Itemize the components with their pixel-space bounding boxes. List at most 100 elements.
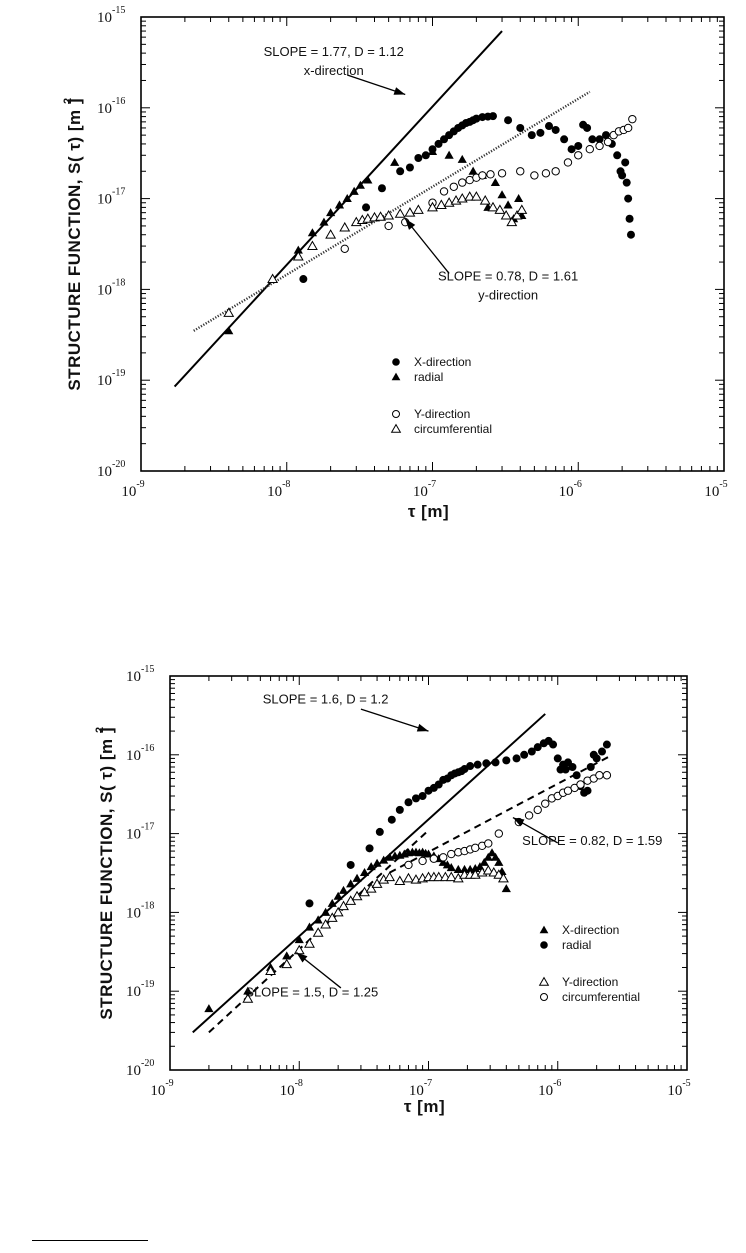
y-tick-label: 10-15: [97, 5, 125, 26]
slope-annotation: SLOPE = 1.6, D = 1.2: [263, 691, 429, 732]
legend-marker: [540, 993, 548, 1001]
y-tick-label-base: 10: [97, 192, 112, 208]
data-point: [595, 771, 604, 780]
data-point: [567, 145, 576, 154]
data-point: [204, 1004, 214, 1013]
data-point: [423, 849, 434, 858]
data-point: [267, 273, 279, 284]
data-point: [592, 754, 601, 763]
y-tick-label: 10-20: [97, 459, 125, 480]
data-point: [338, 900, 349, 911]
data-point: [574, 151, 583, 160]
data-point: [486, 170, 495, 179]
slope-annotation: SLOPE = 1.77, D = 1.12 x-direction: [264, 44, 406, 96]
data-point: [223, 307, 235, 317]
data-point: [304, 922, 315, 931]
data-point: [482, 864, 494, 875]
data-point: [365, 844, 374, 853]
data-point: [488, 112, 497, 121]
data-point: [342, 194, 352, 203]
legend-label: radial: [414, 370, 443, 384]
data-point: [242, 993, 254, 1003]
legend-marker: [539, 925, 549, 934]
data-point: [433, 871, 445, 882]
data-point: [292, 250, 304, 261]
data-point: [568, 763, 577, 772]
data-point: [333, 891, 343, 900]
data-point: [421, 151, 430, 160]
data-point: [319, 217, 329, 226]
data-point: [363, 175, 373, 184]
data-point: [327, 898, 337, 907]
data-point: [541, 799, 550, 808]
data-point: [466, 762, 475, 771]
y-tick-label: 10-19: [97, 368, 125, 389]
x-tick-label-base: 10: [121, 484, 136, 500]
data-point: [524, 811, 534, 820]
slope-annotation: SLOPE = 0.82, D = 1.59: [512, 816, 662, 848]
data-point: [478, 171, 487, 180]
data-point: [325, 229, 337, 239]
data-point: [395, 805, 404, 814]
y-tick-label: 10-17: [97, 187, 125, 208]
y-tick-label: 10-15: [126, 664, 154, 685]
data-point: [427, 201, 438, 212]
annotation-arrow-head: [393, 87, 406, 95]
data-point: [384, 221, 393, 231]
data-point: [396, 167, 405, 176]
data-point: [418, 856, 427, 866]
annotation-arrow-shaft: [404, 218, 450, 274]
data-point: [453, 864, 463, 873]
x-tick-label-exp: -7: [428, 479, 436, 490]
data-point: [551, 167, 560, 176]
data-point: [576, 780, 585, 789]
data-point: [516, 123, 525, 132]
x-axis-title: τ [m]: [408, 502, 449, 521]
data-point: [304, 938, 315, 948]
data-point: [379, 855, 389, 864]
x-tick-label-exp: -6: [574, 479, 582, 490]
data-point: [434, 139, 443, 148]
data-point: [445, 871, 457, 882]
x-tick-label-base: 10: [413, 484, 428, 500]
data-point: [390, 157, 400, 166]
data-point: [418, 792, 427, 801]
data-point: [490, 852, 501, 861]
data-point: [483, 852, 493, 861]
data-point: [560, 135, 569, 144]
fit-line-solid: [173, 30, 503, 388]
y-tick-label-base: 10: [126, 905, 141, 921]
y-axis-title-exp: 2: [94, 726, 106, 733]
chart-bottom: 10-9 10-8 10-7 10-6 10-510-1510-1610-1710-18…: [94, 664, 691, 1116]
data-point: [618, 171, 627, 180]
y-tick-label-base: 10: [126, 669, 141, 685]
data-point: [405, 163, 414, 172]
data-point: [623, 123, 633, 133]
data-point: [494, 829, 504, 838]
data-point: [491, 758, 500, 767]
data-point: [439, 187, 449, 196]
x-tick-label: 10-8: [280, 1078, 303, 1099]
annotation-text: x-direction: [304, 63, 364, 78]
data-point: [561, 765, 570, 774]
data-point: [282, 951, 292, 960]
data-point: [299, 275, 308, 284]
x-tick-label: 10-5: [667, 1078, 690, 1099]
data-point: [305, 899, 314, 908]
x-tick-label-exp: -5: [682, 1078, 690, 1089]
data-point: [626, 230, 635, 239]
data-point: [504, 116, 513, 125]
data-point: [444, 150, 454, 159]
x-tick-label-exp: -8: [282, 479, 290, 490]
series-circumferential: [404, 771, 612, 870]
data-point: [306, 240, 318, 251]
annotation-arrow-head: [512, 817, 525, 827]
data-point: [355, 180, 365, 189]
data-point: [326, 208, 336, 217]
y-tick-label-exp: -15: [141, 664, 154, 675]
chart-top: 10-9 10-8 10-7 10-6 10-510-1510-1610-1710-18…: [62, 5, 728, 521]
y-tick-label-base: 10: [97, 10, 112, 26]
data-point: [340, 244, 349, 253]
